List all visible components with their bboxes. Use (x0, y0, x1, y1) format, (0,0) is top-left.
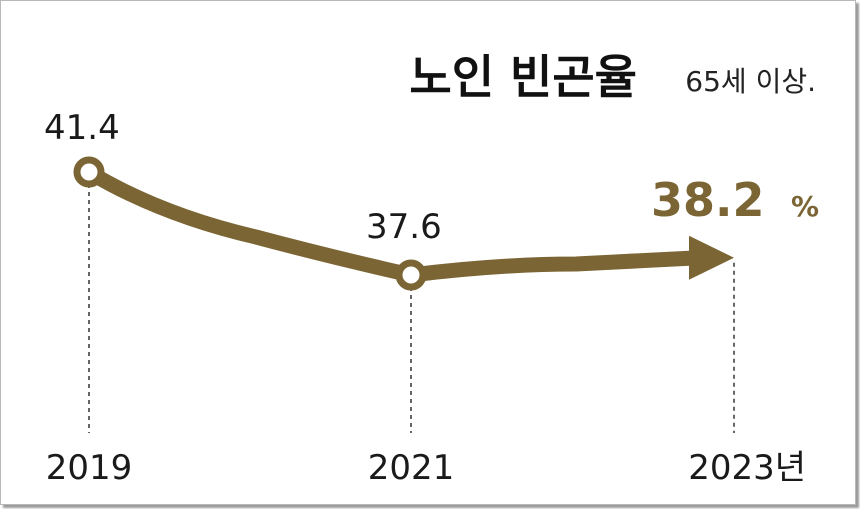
x-tick-label-0: 2019 (46, 448, 133, 488)
arrow-head-icon (689, 235, 734, 280)
data-label-2023: 38.2 (651, 173, 765, 227)
data-point-1 (395, 259, 427, 291)
chart-title: 노인 빈곤율 (409, 50, 637, 104)
x-tick-label-1: 2021 (368, 448, 455, 488)
chart-subtitle: 65세 이상. (685, 65, 816, 98)
data-markers (73, 156, 427, 291)
data-point-0 (73, 156, 105, 188)
data-labels: 41.4 37.6 38.2% (44, 108, 819, 247)
series-line (81, 164, 707, 283)
x-axis-ticks: 2019 2021 2023년 (46, 448, 806, 488)
data-label-2021: 37.6 (366, 207, 442, 247)
guide-lines (88, 176, 735, 433)
x-tick-label-2: 2023년 (688, 448, 806, 488)
data-label-2019: 41.4 (44, 108, 120, 148)
data-label-unit: % (791, 190, 819, 223)
